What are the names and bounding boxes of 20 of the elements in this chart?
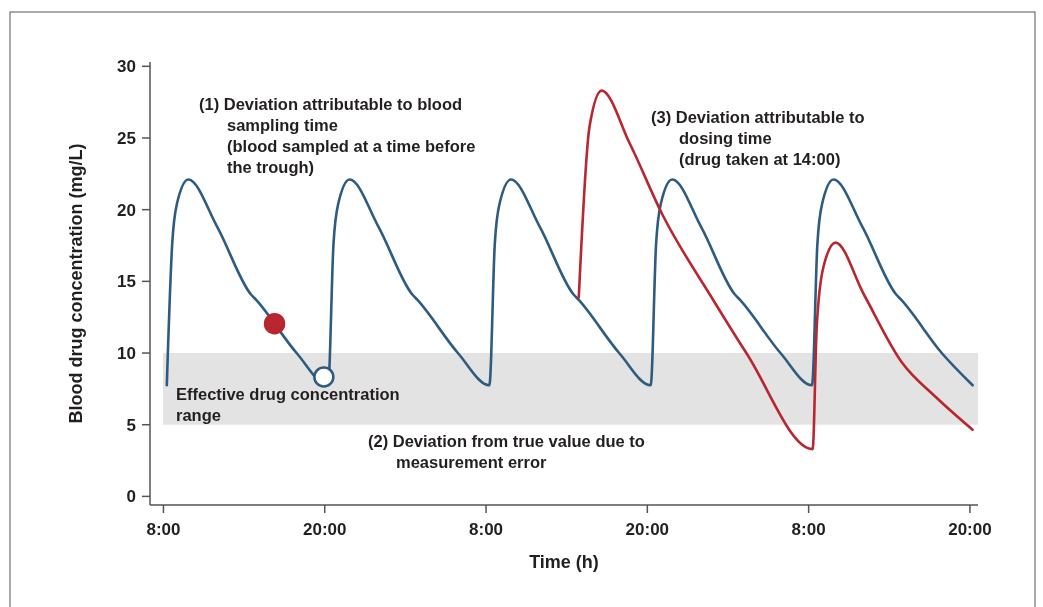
x-tick-label: 8:00 <box>791 520 826 539</box>
x-axis-title: Time (h) <box>529 552 599 572</box>
annotation: (2) Deviation from true value due to measurement error <box>368 432 645 471</box>
y-tick-label: 20 <box>117 200 136 220</box>
y-tick-label: 5 <box>126 415 136 435</box>
x-tick-label: 8:00 <box>469 520 504 539</box>
y-tick-label: 25 <box>117 128 136 148</box>
y-tick-label: 30 <box>117 57 136 77</box>
x-tick-label: 8:00 <box>146 520 181 539</box>
x-tick-label: 20:00 <box>625 520 670 539</box>
y-axis-title: Blood drug concentration (mg/L) <box>66 143 86 424</box>
y-tick-label: 10 <box>117 343 136 363</box>
x-tick-label: 20:00 <box>303 520 347 539</box>
y-tick-label: 0 <box>126 487 136 507</box>
line-series <box>165 178 974 387</box>
annotation: (1) Deviation attributable to blood sampling time (blood sampled at a time before the trough) <box>199 95 476 176</box>
band-label: Effective drug concentration range <box>176 385 400 424</box>
annotation: (3) Deviation attributable to dosing time (drug taken at 14:00) <box>651 108 865 168</box>
y-tick-label: 15 <box>117 272 136 292</box>
x-tick-label: 20:00 <box>948 520 992 539</box>
